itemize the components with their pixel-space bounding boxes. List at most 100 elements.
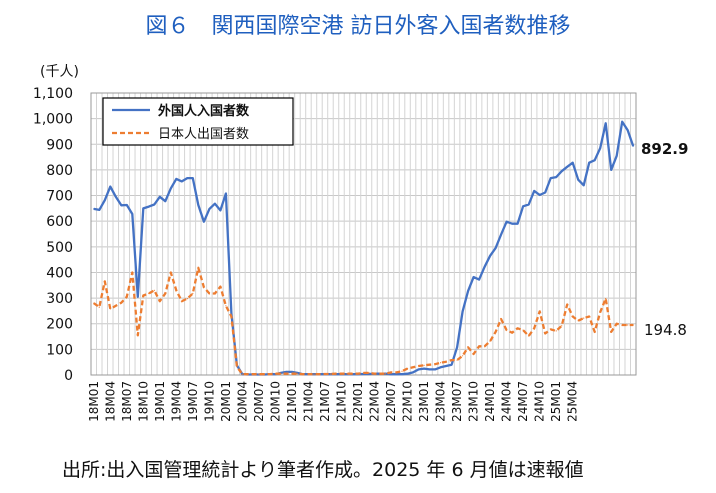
data-point [412, 371, 414, 373]
data-point [401, 373, 403, 375]
data-point [384, 373, 387, 375]
data-point [203, 286, 205, 288]
data-point [632, 324, 634, 326]
series-layer [93, 120, 635, 376]
data-point [473, 353, 475, 355]
data-point [164, 292, 166, 295]
data-point [186, 298, 188, 300]
y-tick-label: 900 [46, 137, 73, 153]
data-point [351, 373, 354, 375]
data-point [109, 186, 111, 188]
data-point [599, 311, 601, 313]
data-point [467, 346, 469, 348]
x-tick-label: 24M04 [500, 381, 514, 422]
data-point [594, 159, 596, 161]
data-point [225, 305, 227, 307]
data-point [522, 329, 524, 331]
data-point [577, 320, 579, 322]
data-point [214, 292, 216, 295]
data-point [159, 196, 161, 198]
data-point [517, 223, 519, 225]
data-point [137, 334, 139, 336]
data-point [434, 363, 436, 365]
data-point [610, 331, 612, 333]
data-point [599, 147, 601, 149]
data-point [528, 203, 530, 206]
x-tick-label: 23M10 [467, 381, 481, 422]
data-point [544, 191, 546, 194]
data-point [555, 330, 557, 332]
data-point [533, 190, 535, 192]
data-point [329, 373, 332, 375]
data-point [120, 302, 122, 304]
data-point [208, 292, 210, 295]
data-point [572, 162, 574, 164]
data-point [93, 302, 95, 304]
data-point [170, 187, 172, 189]
data-point [451, 359, 453, 361]
y-tick-label: 0 [64, 368, 73, 384]
end-labels: 892.9 194.8 [641, 140, 688, 339]
x-tick-label: 20M10 [268, 381, 282, 422]
data-point [302, 373, 304, 375]
x-tick-label: 24M07 [516, 381, 530, 422]
data-point [362, 372, 365, 374]
data-point [484, 345, 486, 347]
data-point [473, 276, 475, 278]
data-point [429, 364, 431, 366]
data-point [588, 315, 590, 318]
data-point [340, 373, 343, 375]
data-point [186, 177, 188, 179]
data-point [506, 329, 508, 331]
data-point [583, 317, 585, 319]
data-point [109, 308, 111, 310]
data-point [164, 200, 166, 202]
data-point [379, 373, 381, 375]
data-point [175, 289, 177, 291]
y-axis-label: (千人) [40, 64, 79, 80]
data-point [192, 292, 194, 295]
data-point [104, 280, 106, 282]
x-tick-label: 21M04 [301, 381, 315, 422]
source-note: 出所:出入国管理統計より筆者作成。2025 年 6 月値は速報値 [62, 459, 584, 481]
data-point [511, 223, 513, 225]
data-point [307, 373, 309, 375]
data-point [252, 373, 254, 375]
x-tick-label: 20M07 [252, 381, 266, 422]
series-line [93, 266, 634, 376]
data-point [440, 366, 442, 368]
data-point [126, 204, 128, 206]
y-tick-label: 400 [46, 265, 73, 281]
x-tick-label: 25M04 [566, 381, 580, 422]
data-point [159, 300, 161, 302]
data-point [451, 364, 453, 366]
data-point [285, 373, 287, 375]
series-line [93, 120, 635, 376]
data-point [583, 184, 585, 186]
x-tick-label: 24M01 [483, 381, 497, 422]
data-point [219, 286, 221, 288]
data-point [456, 346, 458, 348]
data-point [566, 303, 568, 306]
data-point [588, 162, 590, 164]
data-point [440, 362, 442, 364]
data-point [390, 373, 392, 375]
data-point [318, 373, 321, 375]
data-point [621, 121, 623, 123]
data-point [247, 373, 249, 375]
x-tick-label: 19M10 [202, 381, 216, 422]
data-point [561, 325, 563, 327]
data-point [142, 294, 144, 297]
data-point [148, 292, 150, 295]
series-foreign-arrivals [93, 120, 635, 376]
data-point [175, 178, 177, 180]
x-tick-label: 18M04 [103, 381, 117, 422]
x-tick-label: 24M10 [533, 381, 547, 422]
data-point [131, 213, 133, 215]
data-point [478, 345, 480, 347]
data-point [115, 196, 117, 198]
data-point [170, 271, 172, 274]
data-point [605, 298, 607, 300]
